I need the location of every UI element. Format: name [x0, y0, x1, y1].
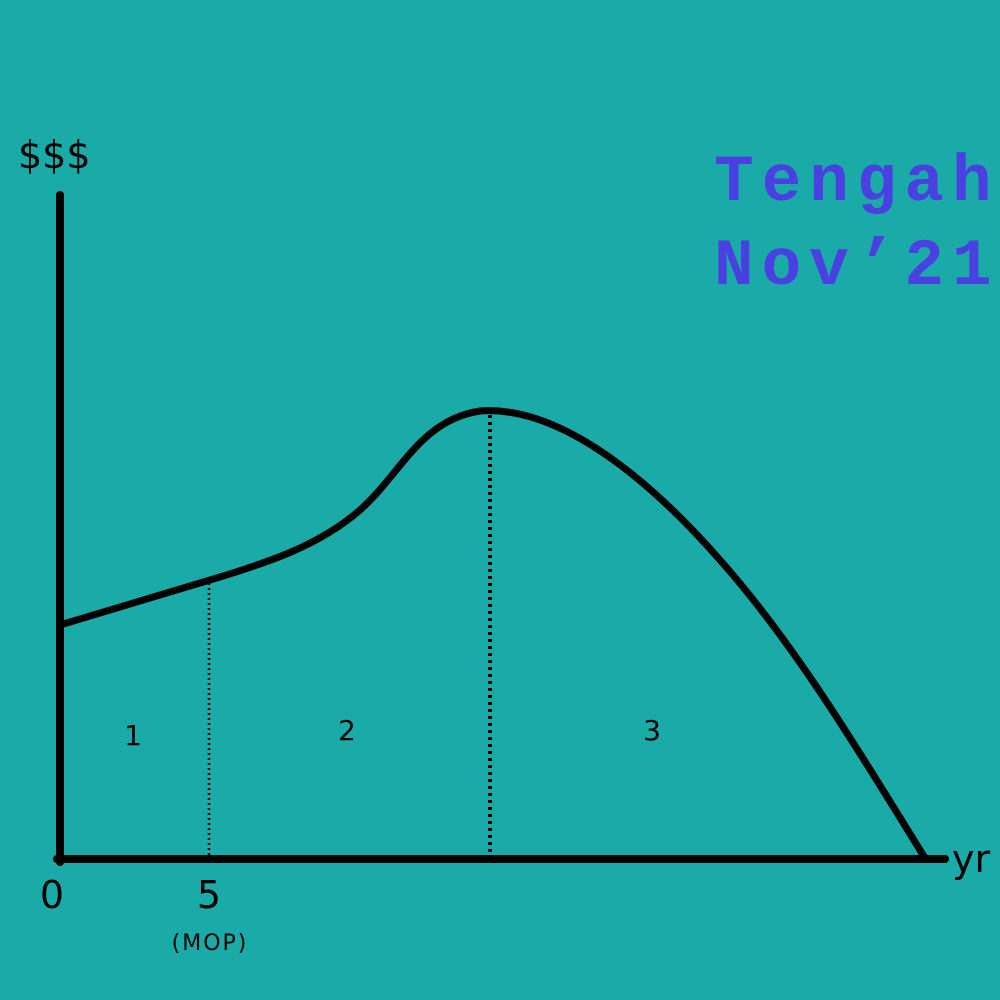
watermark: Nov’21: [714, 229, 1000, 304]
x-axis-label: yr: [952, 837, 990, 881]
region-label: 1: [124, 719, 142, 752]
y-axis-label: $$$: [18, 133, 91, 177]
watermark: Tengah: [714, 145, 1000, 220]
tick-label: 5: [197, 873, 221, 917]
region-label: 3: [643, 714, 661, 747]
tick-note: (MOP): [172, 931, 249, 956]
origin-label: 0: [40, 873, 64, 917]
region-label: 2: [338, 714, 356, 747]
value-curve: [56, 407, 929, 862]
